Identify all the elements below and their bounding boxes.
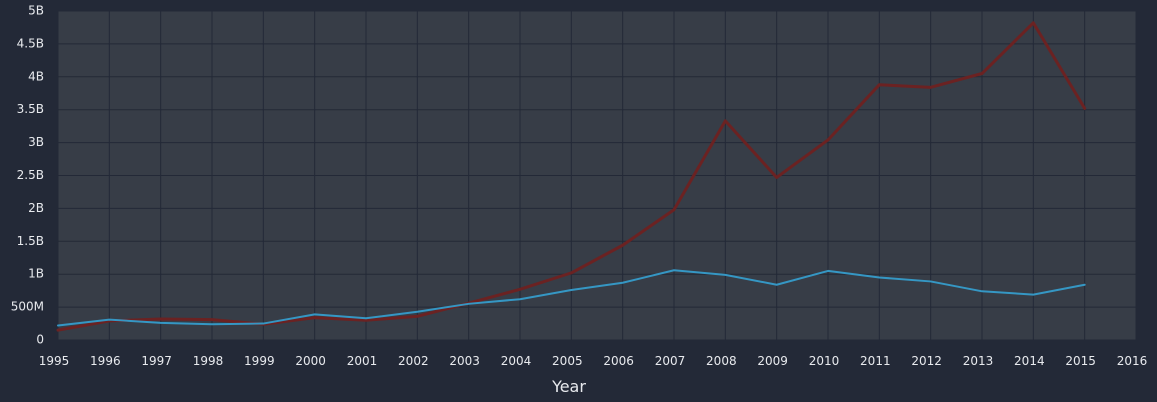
x-tick-label: 2016: [1117, 354, 1148, 368]
x-tick-label: 2002: [398, 354, 429, 368]
x-tick-label: 2001: [347, 354, 378, 368]
x-tick-label: 1995: [39, 354, 70, 368]
x-tick-label: 2005: [552, 354, 583, 368]
x-tick-label: 2000: [295, 354, 326, 368]
y-tick-label: 2B: [28, 201, 44, 215]
y-tick-label: 1B: [28, 267, 44, 281]
x-tick-label: 2007: [655, 354, 686, 368]
y-tick-label: 3.5B: [17, 102, 44, 116]
series-line-1: [56, 21, 1087, 332]
y-tick-label: 1.5B: [17, 234, 44, 248]
x-tick-label: 2010: [809, 354, 840, 368]
x-tick-label: 2006: [603, 354, 634, 368]
grid: [57, 10, 1137, 341]
y-tick-label: 5B: [28, 4, 44, 18]
series-line-2: [57, 269, 1086, 327]
x-tick-label: 1999: [244, 354, 275, 368]
y-tick-label: 2.5B: [17, 168, 44, 182]
y-tick-label: 4.5B: [17, 36, 44, 50]
x-tick-label: 2012: [911, 354, 942, 368]
x-tick-label: 2014: [1014, 354, 1045, 368]
x-tick-label: 2011: [860, 354, 891, 368]
x-tick-label: 1997: [141, 354, 172, 368]
x-tick-label: 2003: [449, 354, 480, 368]
y-tick-label: 0: [36, 333, 44, 347]
y-tick-label: 500M: [11, 300, 44, 314]
x-tick-label: 2008: [706, 354, 737, 368]
y-tick-label: 3B: [28, 135, 44, 149]
x-tick-label: 2015: [1065, 354, 1096, 368]
y-tick-label: 4B: [28, 69, 44, 83]
y-tick-labels: 0 500M 1B 1.5B 2B 2.5B 3B 3.5B 4B 4.5B 5B: [11, 4, 44, 347]
x-tick-label: 1996: [90, 354, 121, 368]
x-tick-label: 2013: [963, 354, 994, 368]
x-tick-label: 1998: [193, 354, 224, 368]
x-tick-label: 2009: [757, 354, 788, 368]
x-tick-labels: 1995 1996 1997 1998 1999 2000 2001 2002 2003 2004…: [39, 354, 1148, 368]
x-axis-title: Year: [551, 377, 586, 396]
series-lines: [56, 21, 1087, 332]
x-tick-label: 2004: [501, 354, 532, 368]
